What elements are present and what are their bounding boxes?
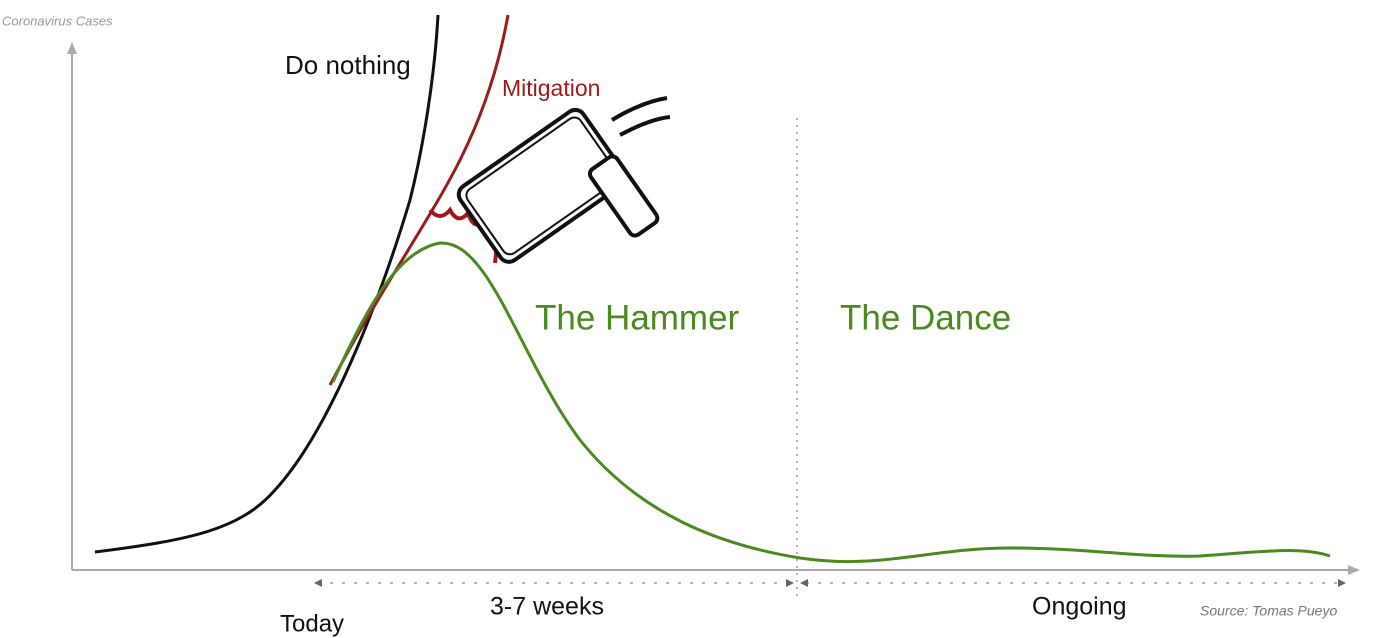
y-axis-arrow <box>67 42 77 54</box>
hammer-curve <box>333 243 1330 562</box>
y-axis-label: Coronavirus Cases <box>2 13 113 28</box>
arrow-head <box>786 579 794 587</box>
phase-label: The Hammer <box>535 298 740 337</box>
motion-lines <box>612 98 670 135</box>
diagram: Coronavirus Cases Do nothing Mitigation … <box>0 0 1376 638</box>
curve-label: Mitigation <box>502 75 600 101</box>
x-axis-arrow <box>1348 565 1360 575</box>
arrow-head <box>1338 579 1346 587</box>
arrow-head <box>314 579 322 587</box>
phase-label: The Dance <box>840 298 1011 337</box>
source-note: Source: Tomas Pueyo <box>1200 603 1337 619</box>
timeline-label: Ongoing <box>1032 593 1127 621</box>
timeline-label: 3-7 weeks <box>490 593 604 621</box>
curve-label: Do nothing <box>285 50 411 80</box>
timeline-label: Today <box>280 610 344 637</box>
arrow-head <box>800 579 808 587</box>
